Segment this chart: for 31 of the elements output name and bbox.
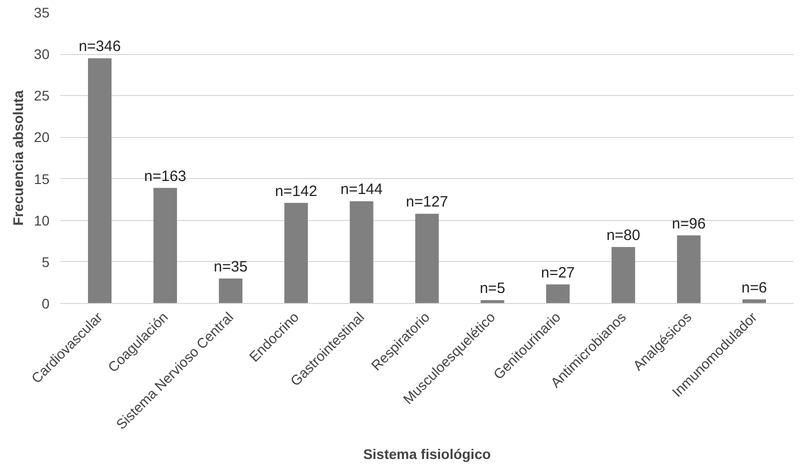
annotation: n=346 [78, 38, 121, 56]
annotation: n=80 [606, 226, 640, 244]
annotation: n=27 [541, 264, 575, 282]
bar [284, 202, 308, 304]
y-tick-label: 20 [34, 129, 50, 146]
bar [415, 214, 439, 304]
bar [218, 278, 242, 304]
y-tick-label: 5 [42, 254, 50, 270]
annotation: n=5 [480, 280, 506, 298]
annotation: n=142 [275, 182, 318, 200]
annotation: n=6 [742, 279, 767, 296]
annotation: n=35 [214, 258, 248, 276]
x-axis-title: Sistema fisiológico [363, 446, 491, 462]
y-tick-label: 35 [34, 4, 50, 20]
y-tick-label: 25 [34, 88, 50, 104]
y-axis-title: Frecuencia absoluta [10, 90, 26, 226]
bar [480, 300, 504, 304]
bar [612, 246, 636, 304]
bar [88, 58, 112, 304]
y-tick-label: 30 [34, 46, 50, 62]
annotation: n=144 [340, 181, 383, 198]
y-tick-label: 10 [34, 212, 50, 228]
y-tick-label: 0 [42, 296, 50, 312]
annotation: n=163 [144, 168, 186, 185]
y-tick-label: 15 [34, 170, 50, 187]
annotation: n=96 [672, 215, 706, 232]
bar [350, 201, 374, 304]
annotation: n=127 [406, 194, 448, 211]
bar [677, 235, 701, 304]
bar [153, 188, 177, 304]
bar [546, 284, 570, 304]
